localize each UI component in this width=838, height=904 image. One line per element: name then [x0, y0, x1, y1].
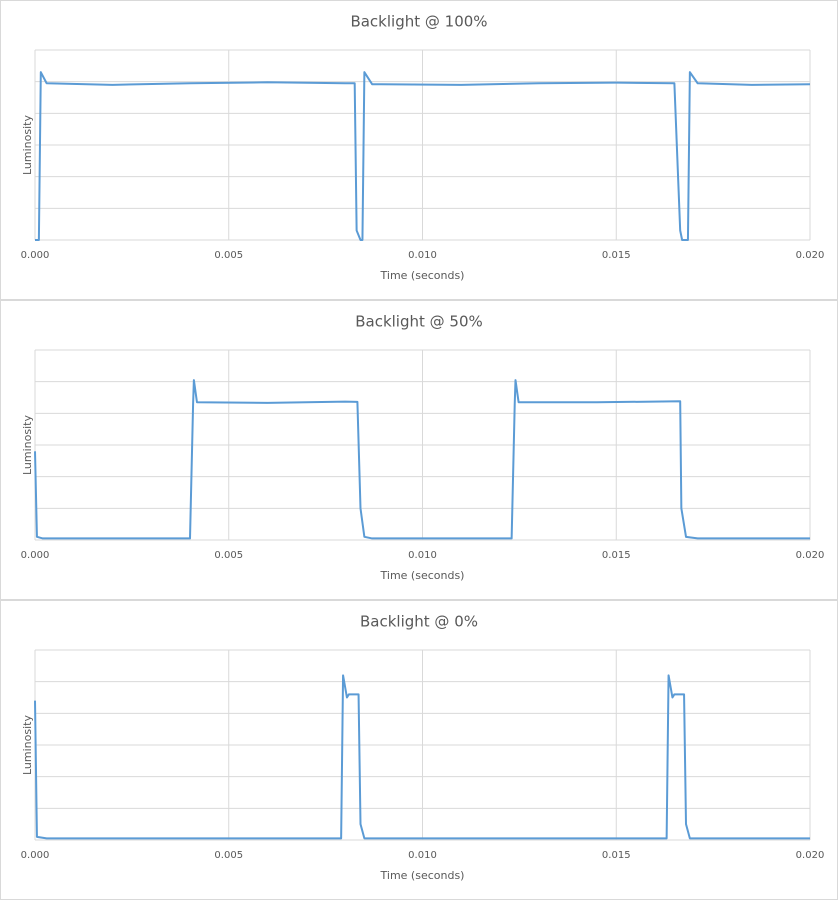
data-line [35, 71, 811, 241]
y-axis-label: Luminosity [21, 115, 34, 175]
x-tick-label: 0.005 [214, 550, 243, 561]
x-tick-label: 0.005 [214, 850, 243, 861]
x-tick-label: 0.010 [408, 850, 437, 861]
x-tick-label: 0.020 [796, 550, 825, 561]
x-axis-label: Time (seconds) [380, 569, 465, 582]
x-tick-label: 0.015 [602, 550, 631, 561]
x-tick-label: 0.000 [21, 850, 50, 861]
data-line [34, 379, 810, 540]
x-tick-label: 0.000 [21, 550, 50, 561]
x-tick-label: 0.010 [408, 550, 437, 561]
x-tick-label: 0.015 [602, 250, 631, 261]
chart-title: Backlight @ 100% [350, 13, 487, 31]
chart-title: Backlight @ 50% [355, 313, 483, 331]
x-tick-label: 0.020 [796, 250, 825, 261]
x-tick-label: 0.020 [796, 850, 825, 861]
y-axis-label: Luminosity [21, 415, 34, 475]
x-tick-label: 0.015 [602, 850, 631, 861]
data-line [34, 674, 810, 840]
x-tick-label: 0.000 [21, 250, 50, 261]
x-tick-label: 0.005 [214, 250, 243, 261]
x-axis-label: Time (seconds) [380, 269, 465, 282]
y-axis-label: Luminosity [21, 715, 34, 775]
x-axis-label: Time (seconds) [380, 869, 465, 882]
x-tick-label: 0.010 [408, 250, 437, 261]
chart-title: Backlight @ 0% [360, 613, 478, 631]
